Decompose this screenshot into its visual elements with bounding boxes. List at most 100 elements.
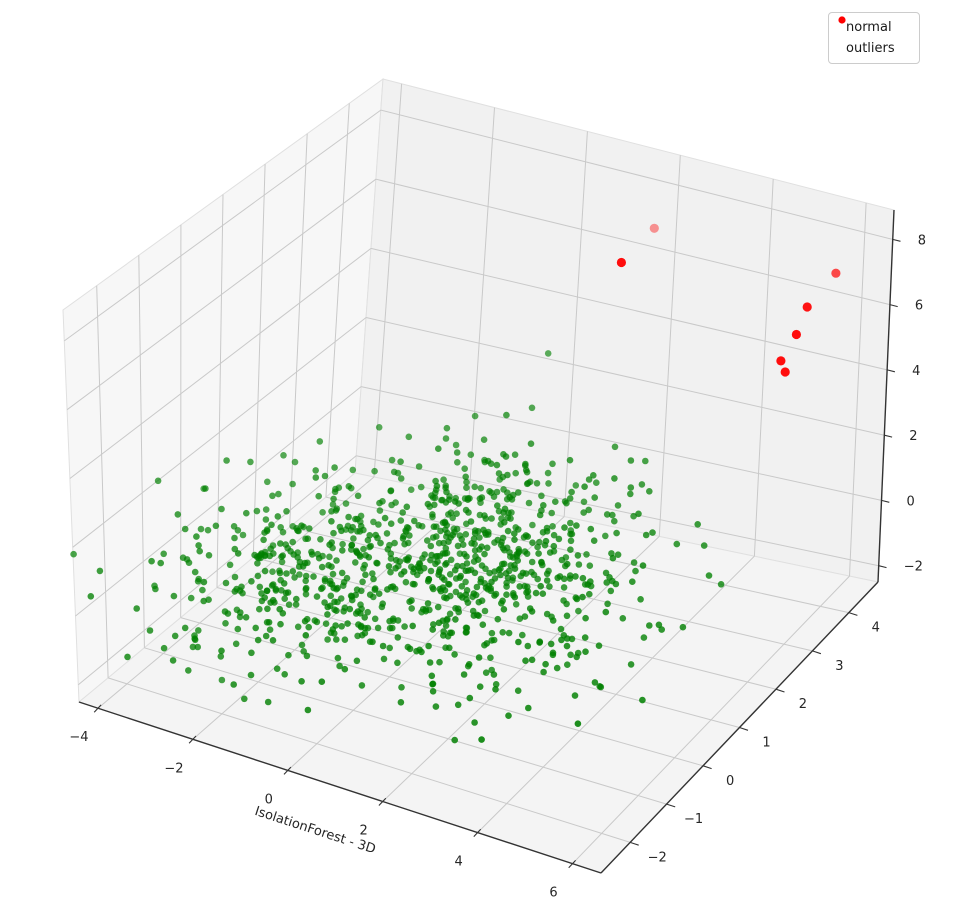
normal-point [580, 498, 588, 506]
normal-point [557, 625, 565, 633]
normal-point [454, 701, 462, 709]
normal-point [499, 544, 507, 552]
normal-point [497, 571, 504, 579]
normal-point [475, 654, 483, 661]
normal-point [441, 587, 449, 594]
normal-point [638, 481, 646, 488]
normal-point [334, 654, 342, 662]
normal-point [181, 624, 189, 632]
normal-point [333, 557, 340, 564]
normal-point [281, 671, 289, 678]
normal-point [303, 652, 311, 660]
y-tick-label: −2 [648, 850, 667, 865]
normal-point [485, 531, 492, 538]
normal-point [424, 537, 431, 544]
gridlines [64, 83, 893, 865]
normal-point [515, 638, 522, 646]
normal-point [480, 526, 487, 534]
y-tick-mark [666, 803, 676, 808]
normal-point [230, 523, 238, 530]
normal-point [394, 659, 401, 667]
normal-point [387, 520, 395, 527]
normal-point [231, 534, 238, 542]
normal-point [312, 474, 320, 481]
normal-point [586, 590, 593, 598]
normal-point [243, 509, 250, 517]
normal-point [440, 632, 447, 639]
normal-point [476, 495, 484, 503]
normal-point [539, 590, 547, 597]
normal-point [282, 541, 290, 548]
normal-point [169, 657, 177, 664]
normal-point [462, 629, 470, 636]
normal-point [486, 569, 493, 577]
x-tick-label: 4 [454, 855, 462, 870]
normal-point [543, 577, 551, 584]
normal-point [384, 546, 392, 553]
normal-point [522, 460, 529, 468]
normal-point [185, 559, 193, 566]
normal-point [544, 469, 552, 477]
normal-point [579, 593, 586, 601]
normal-point [629, 578, 636, 585]
normal-point [566, 575, 574, 582]
normal-point [124, 653, 131, 661]
normal-point [558, 636, 565, 644]
normal-point [575, 607, 582, 615]
normal-point [154, 477, 162, 485]
normal-point [376, 499, 383, 507]
normal-points-series [70, 350, 725, 744]
normal-point [339, 547, 346, 554]
normal-point [357, 553, 364, 560]
normal-point [504, 527, 512, 535]
outlier-points-series [616, 223, 841, 377]
normal-point [488, 515, 495, 522]
normal-point [344, 620, 351, 627]
x-tick-label: 0 [265, 792, 273, 807]
normal-point [540, 668, 547, 676]
normal-point [536, 511, 544, 519]
normal-point [234, 550, 242, 557]
normal-point [191, 568, 199, 576]
normal-point [627, 457, 635, 464]
normal-point [474, 556, 482, 563]
normal-point [433, 482, 441, 490]
normal-point [583, 551, 590, 558]
normal-point [566, 495, 574, 502]
normal-point [330, 529, 337, 537]
normal-point [646, 488, 653, 495]
normal-point [199, 586, 206, 594]
normal-point [261, 567, 269, 575]
normal-point [447, 509, 455, 516]
normal-point [452, 441, 460, 449]
normal-point [202, 485, 209, 492]
normal-point [392, 565, 399, 572]
normal-point [385, 563, 393, 570]
normal-point [627, 484, 635, 491]
grid-back-x [468, 107, 495, 497]
normal-point [402, 556, 410, 563]
normal-point [369, 638, 376, 646]
normal-point [376, 507, 384, 514]
normal-point [465, 661, 473, 668]
normal-point [392, 499, 399, 506]
normal-point [568, 488, 575, 496]
normal-point [285, 601, 293, 608]
normal-point [324, 611, 331, 618]
normal-point [492, 681, 500, 688]
normal-point [473, 583, 481, 591]
normal-point [430, 621, 437, 628]
normal-point [230, 681, 237, 688]
normal-point [218, 676, 226, 684]
legend-label-normal: normal [846, 19, 892, 35]
normal-point [481, 550, 488, 558]
normal-point [482, 669, 490, 676]
normal-point [499, 534, 507, 542]
normal-point [304, 706, 312, 714]
normal-point [471, 483, 479, 491]
normal-point [324, 636, 331, 643]
normal-point [242, 614, 250, 621]
normal-point [407, 486, 415, 494]
normal-point [609, 554, 617, 562]
normal-point [390, 468, 398, 476]
